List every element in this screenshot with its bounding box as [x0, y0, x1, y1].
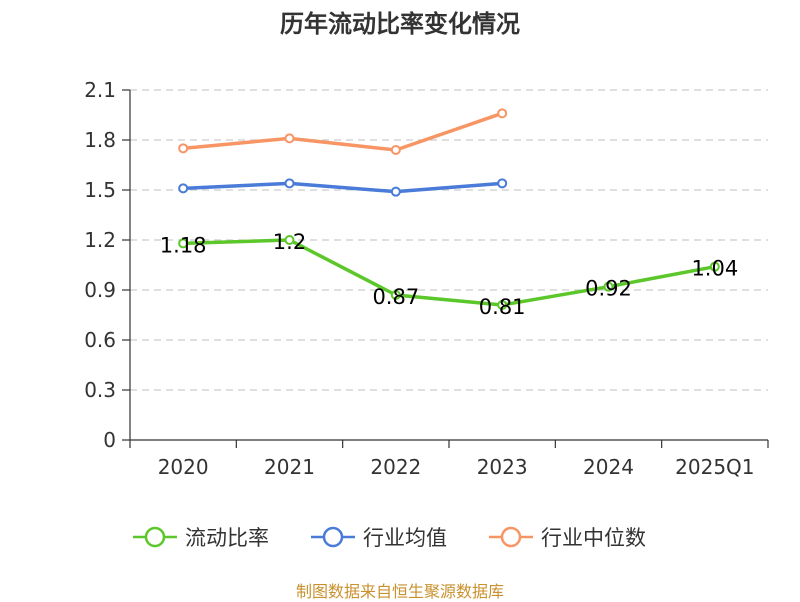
- y-tick-label: 0.3: [84, 378, 116, 402]
- series-point-0: [284, 235, 295, 245]
- x-tick-label: 2022: [370, 455, 421, 479]
- chart-legend: 流动比率 行业均值 行业中位数: [0, 520, 800, 554]
- y-tick-label: 1.5: [84, 178, 116, 202]
- legend-item-current-ratio[interactable]: 流动比率: [133, 520, 269, 554]
- data-label: 1.2: [273, 230, 306, 254]
- series-point-0: [709, 261, 720, 272]
- series-point-1: [390, 186, 401, 197]
- series-point-0: [497, 300, 508, 310]
- series-point-2: [284, 133, 295, 144]
- series-point-2: [497, 108, 508, 119]
- x-tick-label: 2020: [158, 455, 209, 479]
- series-point-2: [178, 143, 189, 154]
- legend-label-current-ratio: 流动比率: [185, 526, 269, 550]
- data-source-footer: 制图数据来自恒生聚源数据库: [295, 582, 504, 601]
- series-line-0: [183, 238, 716, 307]
- chart-title: 历年流动比率变化情况: [280, 10, 520, 38]
- y-tick-label: 0.6: [84, 328, 116, 352]
- series-point-1: [178, 183, 189, 194]
- x-tick-label: 2023: [477, 455, 528, 479]
- legend-marker-industry-mean: [311, 526, 355, 548]
- series-point-1: [284, 178, 295, 189]
- data-label: 1.04: [691, 257, 738, 281]
- data-label: 0.92: [585, 277, 632, 301]
- data-label: 1.18: [160, 233, 207, 257]
- y-tick-label: 2.1: [84, 78, 116, 102]
- series-point-0: [603, 281, 614, 292]
- y-tick-label: 0.9: [84, 278, 116, 302]
- legend-item-industry-mean[interactable]: 行业均值: [311, 520, 447, 554]
- data-label: 0.87: [372, 285, 419, 309]
- series-point-0: [390, 290, 401, 300]
- x-tick-label: 2024: [583, 455, 634, 479]
- legend-item-industry-median[interactable]: 行业中位数: [489, 520, 646, 554]
- legend-label-industry-mean: 行业均值: [363, 526, 447, 550]
- y-tick-label: 1.8: [84, 128, 116, 152]
- series-point-2: [390, 145, 401, 155]
- legend-marker-industry-median: [489, 526, 533, 548]
- y-tick-label: 1.2: [84, 228, 116, 252]
- legend-label-industry-median: 行业中位数: [541, 526, 646, 550]
- data-label: 0.81: [479, 295, 526, 319]
- series-line-2: [183, 111, 503, 152]
- series-point-0: [178, 238, 189, 249]
- series-line-1: [183, 181, 503, 194]
- x-tick-label: 2025Q1: [675, 455, 754, 479]
- legend-marker-current-ratio: [133, 526, 177, 548]
- x-tick-label: 2021: [264, 455, 315, 479]
- y-tick-label: 0: [103, 428, 116, 452]
- series-point-1: [497, 178, 508, 189]
